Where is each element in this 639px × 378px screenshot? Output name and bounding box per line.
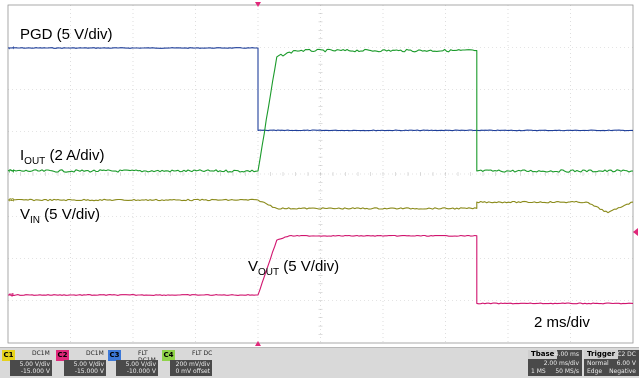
trigger-level-marker: [633, 228, 638, 236]
channel-tag: C4: [162, 350, 175, 361]
channel-scale: 200 mV/div 0 mV offset: [170, 360, 212, 376]
vin-trace: [8, 198, 634, 214]
trigger-type: Edge: [587, 368, 603, 375]
channel-marker: 2: [8, 169, 16, 173]
channel-volts-per-div: 5.00 V/div: [125, 361, 156, 368]
channel-tag: C3: [108, 350, 121, 361]
channel-volts-per-div: 5.00 V/div: [19, 361, 50, 368]
oscilloscope-plot: 1 2 3 4 PGD (5 V/div) IOUT (2 A/div) VIN (5…: [0, 0, 639, 347]
trigger-mode: Normal: [587, 360, 609, 367]
channel-marker: 3: [8, 198, 16, 202]
grid: [7, 4, 634, 344]
channel-offset: -15.000 V: [74, 368, 104, 375]
iout-label: IOUT (2 A/div): [20, 147, 104, 167]
timebase-samplerate: 50 MS/s: [555, 368, 579, 375]
timebase-panel[interactable]: Tbase -4.00 ms 2.00 ms/div 1 MS 50 MS/s: [528, 350, 582, 376]
iout-trace: [7, 48, 634, 173]
trigger-time-marker: [255, 2, 261, 7]
trigger-level: 6.00 V: [616, 360, 636, 367]
channel-coupling: FLT DC: [192, 350, 213, 357]
vin-label: VIN (5 V/div): [20, 206, 100, 226]
timebase-samples: 1 MS: [531, 368, 546, 375]
channel-coupling: DC1M: [86, 350, 104, 357]
channel-descriptor[interactable]: C1 DC1M 5.00 V/div -15.000 V: [2, 350, 54, 376]
channel-offset: -10.000 V: [126, 368, 156, 375]
vout-trace: [8, 234, 634, 305]
trigger-time-marker: [255, 341, 261, 346]
trigger-source: C2 DC: [617, 351, 636, 358]
timebase-label: 2 ms/div: [534, 314, 590, 331]
channel-descriptor[interactable]: C4 FLT DC 200 mV/div 0 mV offset: [162, 350, 214, 376]
timebase-offset: -4.00 ms: [552, 351, 579, 358]
channel-scale: 5.00 V/div -15.000 V: [10, 360, 52, 376]
plot-background: [0, 0, 639, 347]
channel-tag: C2: [56, 350, 69, 361]
channel-tag: C1: [2, 350, 15, 361]
trigger-panel[interactable]: Trigger C2 DC Normal 6.00 V Edge Negativ…: [584, 350, 639, 376]
channel-offset: -15.000 V: [20, 368, 50, 375]
pgd-label: PGD (5 V/div): [20, 26, 113, 43]
channel-volts-per-div: 200 mV/div: [175, 361, 210, 368]
vout-label: VOUT (5 V/div): [248, 258, 339, 278]
trigger-slope: Negative: [609, 368, 636, 375]
trigger-title: Trigger: [584, 350, 619, 359]
status-bar: C1 DC1M 5.00 V/div -15.000 V C2 DC1M 5.00 V/di…: [0, 347, 639, 378]
timebase-title: Tbase: [528, 350, 558, 359]
channel-markers: 1 2 3 4: [8, 2, 638, 346]
timebase-rate: 2.00 ms/div: [543, 360, 579, 367]
channel-volts-per-div: 5.00 V/div: [73, 361, 104, 368]
channel-marker: 1: [8, 46, 16, 50]
plot-frame: [7, 4, 634, 344]
channel-coupling: DC1M: [32, 350, 50, 357]
channel-marker: 4: [8, 292, 16, 297]
channel-offset: 0 mV offset: [175, 368, 210, 375]
channel-descriptor[interactable]: C2 DC1M 5.00 V/div -15.000 V: [56, 350, 108, 376]
pgd-trace: [8, 47, 633, 132]
channel-scale: 5.00 V/div -15.000 V: [64, 360, 106, 376]
channel-scale: 5.00 V/div -10.000 V: [116, 360, 158, 376]
traces: [7, 47, 634, 305]
